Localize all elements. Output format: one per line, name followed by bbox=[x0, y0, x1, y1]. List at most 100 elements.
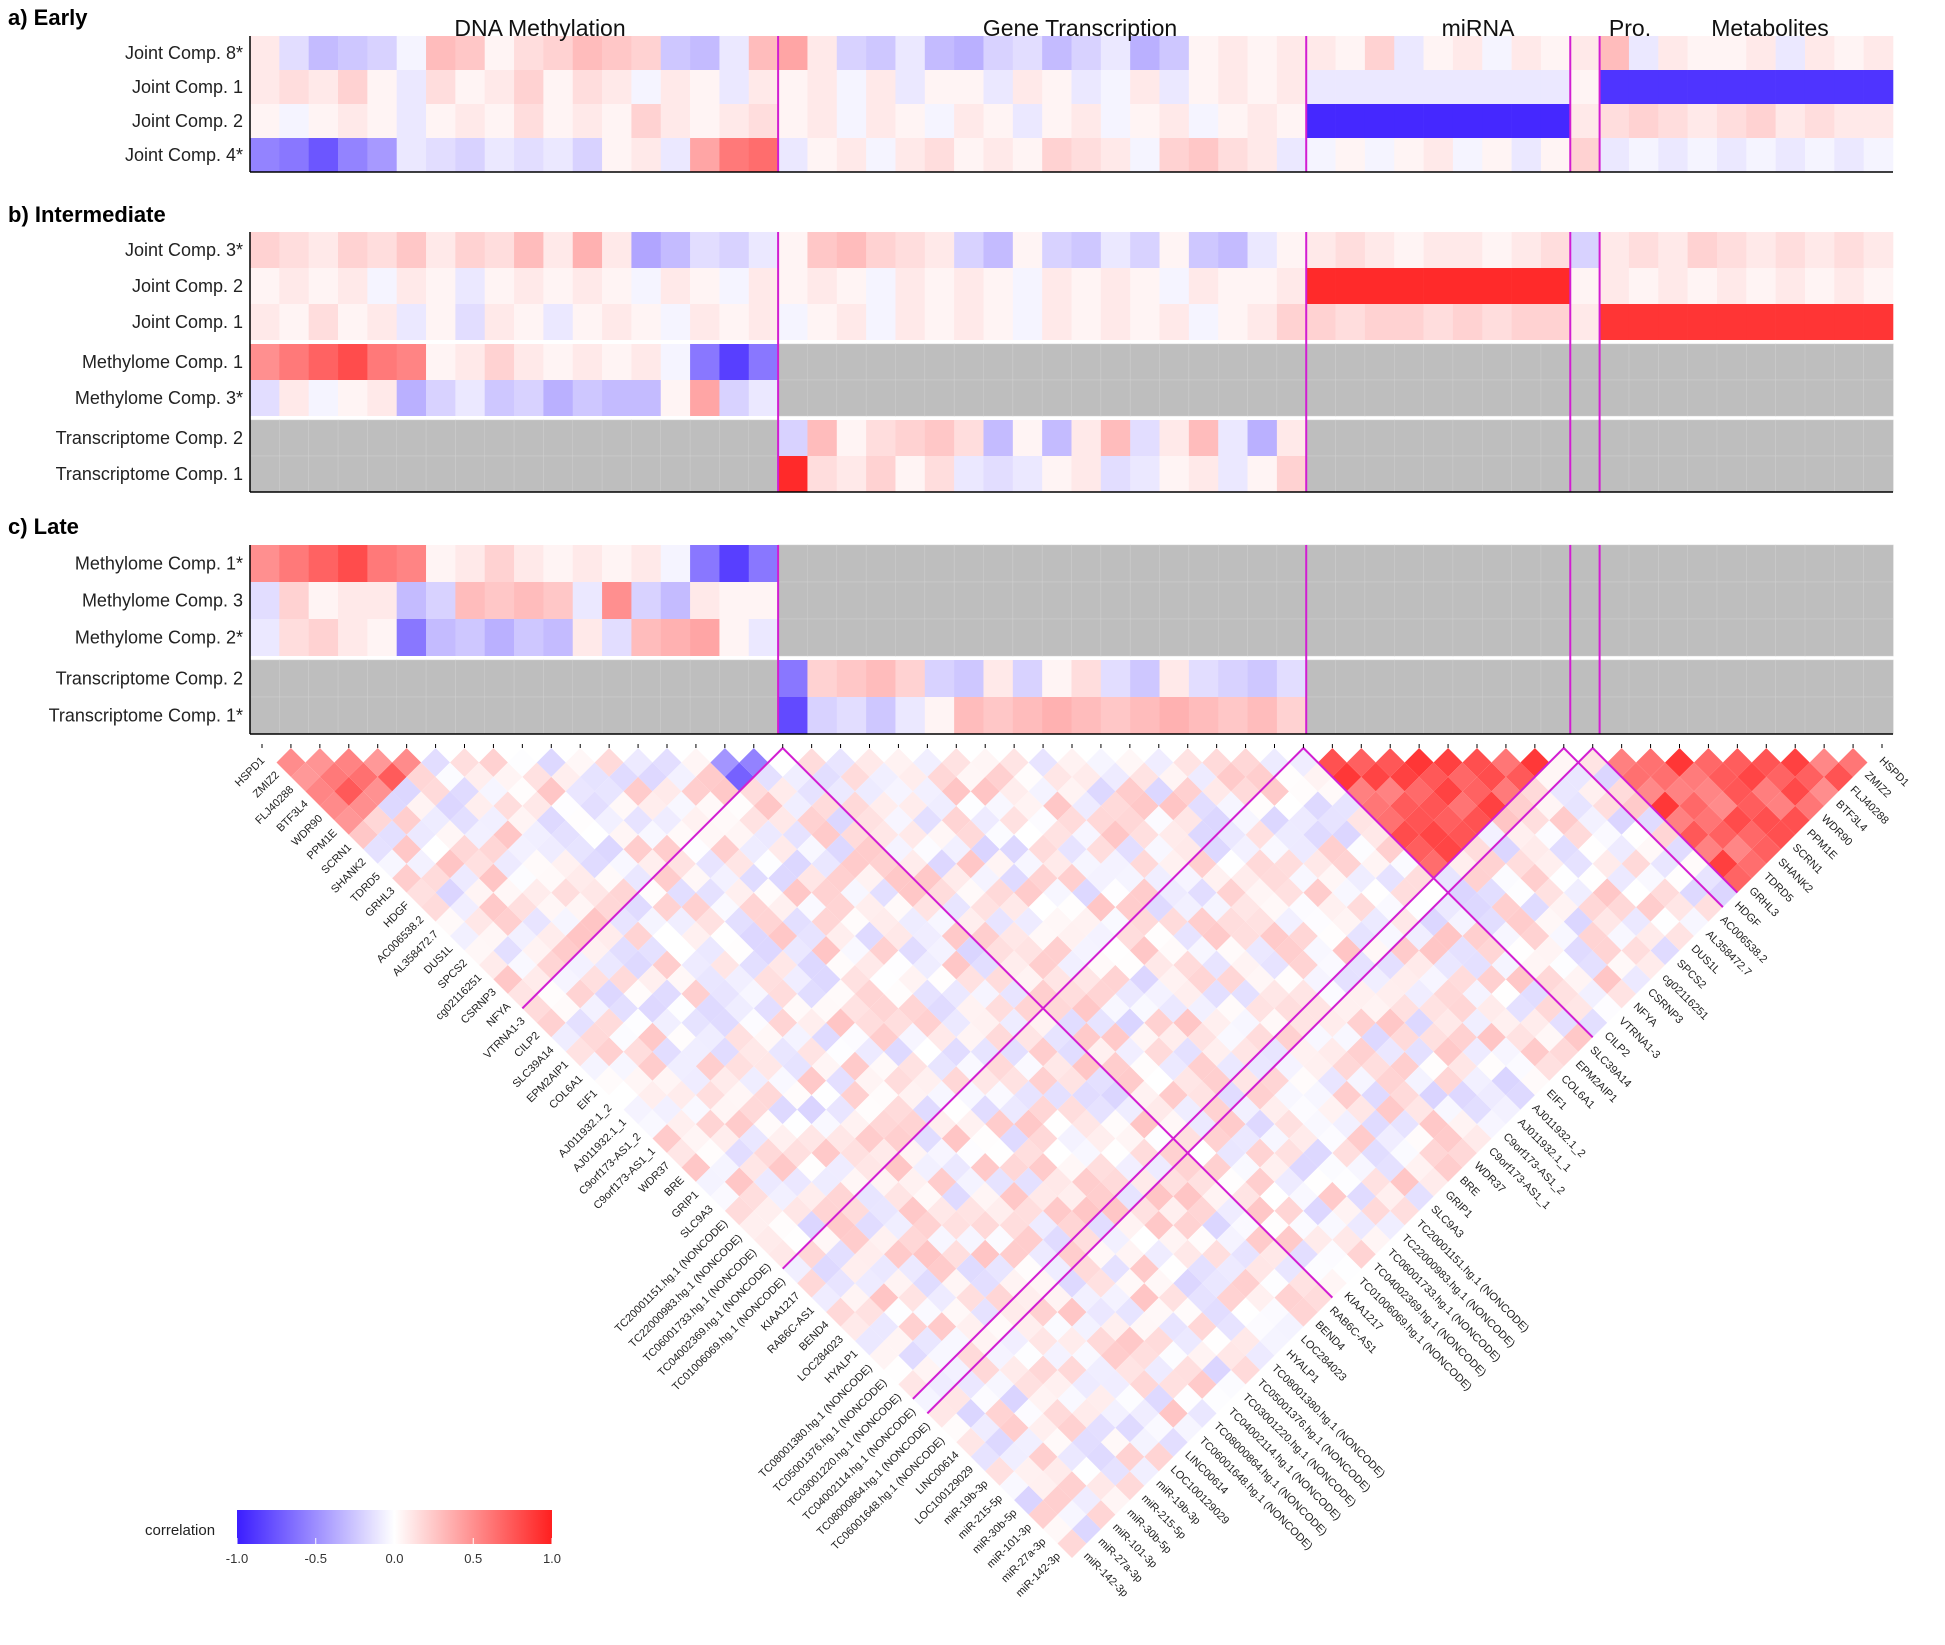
heat-cell bbox=[513, 455, 544, 493]
corr-cell bbox=[406, 849, 436, 879]
heat-cell bbox=[543, 304, 574, 340]
corr-cell bbox=[1187, 1051, 1217, 1081]
heat-cell bbox=[367, 232, 397, 268]
row-label: Transcriptome Comp. 1* bbox=[49, 706, 243, 726]
panel-intermediate: b) Intermediate Joint Comp. 3*Joint Comp… bbox=[8, 202, 1894, 493]
corr-cell bbox=[392, 863, 422, 893]
corr-cell bbox=[811, 965, 841, 994]
corr-cell bbox=[710, 1008, 740, 1038]
heat-cell bbox=[954, 697, 984, 734]
block-label-gene-transcription: Gene Transcription bbox=[983, 15, 1177, 41]
corr-cell bbox=[1187, 907, 1217, 936]
heat-cell bbox=[1393, 618, 1425, 657]
heat-cell bbox=[308, 70, 339, 104]
heat-cell bbox=[396, 268, 427, 304]
heat-cell bbox=[1716, 455, 1747, 493]
corr-cell bbox=[623, 979, 653, 1009]
heat-cell bbox=[719, 36, 750, 70]
heat-cell bbox=[337, 696, 368, 735]
heat-cell bbox=[601, 419, 632, 457]
heat-cell bbox=[484, 582, 515, 619]
heat-cell bbox=[924, 456, 955, 492]
corr-cell bbox=[1289, 950, 1318, 980]
corr-cell bbox=[1028, 1210, 1058, 1240]
block-divider-lines bbox=[261, 744, 1883, 1415]
corr-cell bbox=[1274, 878, 1304, 908]
heat-cell bbox=[279, 268, 309, 304]
corr-cell bbox=[1043, 849, 1072, 879]
heat-cell bbox=[631, 696, 662, 735]
corr-cell bbox=[1448, 762, 1477, 792]
heat-cell bbox=[983, 138, 1014, 172]
corr-cell bbox=[1231, 863, 1260, 893]
corr-cell bbox=[1216, 1254, 1246, 1284]
corr-cell bbox=[536, 834, 566, 864]
corr-cell bbox=[1231, 1355, 1260, 1385]
heat-cell bbox=[1012, 420, 1043, 456]
corr-cell bbox=[479, 863, 508, 893]
heat-cell bbox=[250, 36, 280, 70]
corr-cell bbox=[1636, 950, 1665, 980]
corr-cell bbox=[551, 993, 581, 1023]
corr-cell bbox=[1462, 1008, 1492, 1038]
heat-cell bbox=[396, 582, 427, 619]
corr-cell bbox=[1115, 1442, 1145, 1472]
heat-cell bbox=[1335, 379, 1366, 417]
corr-cell bbox=[667, 878, 696, 908]
corr-cell bbox=[1158, 1080, 1188, 1110]
heat-cell bbox=[1628, 379, 1659, 417]
corr-cell bbox=[1115, 1008, 1145, 1038]
corr-cell bbox=[580, 993, 610, 1023]
corr-cell bbox=[1231, 1297, 1260, 1327]
corr-cell bbox=[1607, 950, 1637, 980]
corr-cell bbox=[638, 791, 667, 821]
corr-cell bbox=[1129, 936, 1159, 965]
corr-cell bbox=[1129, 1370, 1159, 1399]
corr-cell bbox=[811, 907, 841, 936]
corr-cell bbox=[739, 950, 769, 980]
heat-cell bbox=[1775, 419, 1806, 457]
heatmap-early bbox=[249, 36, 1894, 173]
corr-cell bbox=[1072, 1283, 1101, 1313]
corr-cell bbox=[1115, 1471, 1145, 1501]
legend-tick-label: 0.5 bbox=[464, 1551, 482, 1566]
heat-cell bbox=[895, 379, 926, 417]
corr-cell bbox=[927, 849, 957, 879]
corr-cell bbox=[580, 791, 610, 821]
heat-cell bbox=[602, 104, 632, 138]
heat-cell bbox=[807, 268, 838, 304]
heat-cell bbox=[1687, 659, 1718, 698]
corr-cell bbox=[1043, 1051, 1072, 1081]
heat-cell bbox=[1628, 36, 1659, 70]
corr-cell bbox=[1057, 1413, 1087, 1443]
corr-cell bbox=[1534, 1051, 1564, 1081]
heat-cell bbox=[1159, 232, 1190, 268]
corr-cell bbox=[1115, 805, 1145, 835]
corr-cell bbox=[999, 1471, 1029, 1501]
corr-cell bbox=[1187, 878, 1217, 908]
heat-cell bbox=[1247, 697, 1278, 734]
corr-cell bbox=[1404, 748, 1434, 777]
heat-cell bbox=[1159, 581, 1190, 620]
corr-cell bbox=[1332, 849, 1362, 879]
heat-cell bbox=[1599, 659, 1630, 698]
corr-cell bbox=[956, 1109, 986, 1139]
heat-cell bbox=[1599, 618, 1630, 657]
heat-cell bbox=[543, 545, 574, 582]
heat-cell bbox=[1218, 660, 1248, 697]
heat-cell bbox=[1482, 343, 1513, 381]
heat-cell bbox=[455, 659, 486, 698]
corr-cell bbox=[1028, 748, 1058, 777]
heat-cell bbox=[1775, 455, 1806, 493]
heat-cell bbox=[983, 70, 1014, 104]
corr-cell bbox=[985, 1427, 1015, 1457]
row-label: Methylome Comp. 3* bbox=[75, 388, 243, 408]
heat-cell bbox=[1834, 70, 1864, 104]
heat-cell bbox=[1482, 268, 1512, 304]
corr-cell bbox=[826, 921, 855, 951]
corr-cell bbox=[855, 1124, 884, 1153]
corr-cell bbox=[724, 1051, 754, 1081]
corr-cell bbox=[1129, 1456, 1159, 1486]
row-labels-late: Methylome Comp. 1*Methylome Comp. 3Methy… bbox=[49, 554, 243, 726]
heat-cell bbox=[748, 455, 779, 493]
